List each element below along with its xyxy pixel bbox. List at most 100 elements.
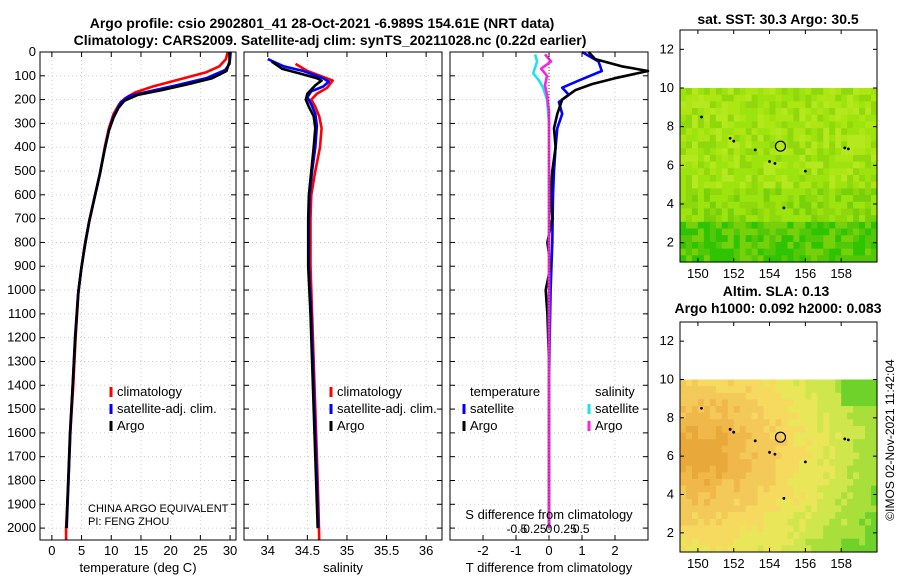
map-cell [757,215,765,223]
s-tick-label: -0.5 [506,522,527,536]
legend-entry: Argo [595,418,622,433]
map-cell [709,459,717,467]
map-cell [811,134,818,143]
map-cell [685,108,693,116]
map-cell [751,248,759,256]
map-cell [691,181,699,189]
map-cell [697,412,705,420]
map-cell [805,235,812,243]
map-cell [769,141,777,149]
map-cell [715,532,723,540]
map-cell [721,88,729,96]
map-cell [859,154,866,163]
y-tick-label: 900 [14,258,36,273]
map-cell [817,512,824,520]
map-cell [757,545,765,553]
map-cell [871,188,878,196]
map-cell [823,88,830,96]
map-cell [691,241,699,250]
map-cell [739,241,747,250]
map-cell [733,114,741,123]
map-cell [721,465,729,473]
map-cell [859,386,866,394]
map-cell [691,505,699,513]
map-cell [787,406,795,414]
map-cell [811,201,818,210]
map-cell [691,221,699,230]
map-cell [733,235,741,243]
map-cell [769,498,777,507]
map-cell [757,485,765,493]
map-cell [847,445,854,454]
map-cell [763,386,771,394]
map-cell [697,485,705,493]
map-cell [787,525,795,533]
map-cell [811,445,818,454]
map-cell [763,505,771,513]
map-cell [685,148,693,156]
map-cell [841,128,848,136]
map-cell [691,392,699,400]
map-x-tick-label: 156 [795,266,817,281]
map-cell [763,412,771,420]
map-cell [781,201,789,210]
map-cell [757,379,765,387]
map-cell [793,518,800,527]
map-cell [721,201,729,210]
map-cell [757,114,765,123]
map-cell [703,432,711,440]
map-cell [769,181,777,189]
map-cell [859,412,866,420]
map-cell [733,485,741,493]
map-cell [721,235,729,243]
map-cell [739,525,747,533]
map-y-tick-label: 4 [667,196,674,211]
map-cell [853,148,860,156]
map-cell [715,175,723,183]
map-cell [835,465,842,473]
map-cell [751,188,759,196]
map-cell [775,188,783,196]
map-cell [703,134,711,143]
map-cell [817,439,824,447]
map-cell [835,525,842,533]
map-cell [691,472,699,480]
map-cell [763,195,771,203]
map-cell [721,94,729,102]
map-cell [703,525,711,533]
credit-line1: CHINA ARGO EQUIVALENT [88,503,229,515]
map-cell [751,545,759,553]
map-cell [757,148,765,156]
map-cell [680,492,687,500]
map-cell [859,128,866,136]
map-cell [853,221,860,230]
map-cell [733,472,741,480]
map-cell [751,479,759,487]
map-cell [739,201,747,210]
map-cell [763,538,771,546]
map-cell [811,241,818,250]
map-cell [799,208,806,216]
map-cell [691,88,699,96]
map-cell [847,128,854,136]
map-cell [680,108,687,116]
map-cell [733,406,741,414]
map-cell [721,545,729,553]
map-cell [829,525,836,533]
map-cell [871,472,878,480]
map-cell [691,168,699,176]
map-cell [697,479,705,487]
map-cell [871,512,878,520]
map-cell [715,472,723,480]
map-cell [721,121,729,129]
map-cell [823,518,830,527]
map-cell [757,221,765,230]
map-cell [733,452,741,460]
map-cell [769,419,777,427]
map-cell [787,545,795,553]
map-cell [697,161,705,169]
map-cell [859,406,866,414]
map-cell [793,148,800,156]
map-cell [787,512,795,520]
map-cell [847,525,854,533]
